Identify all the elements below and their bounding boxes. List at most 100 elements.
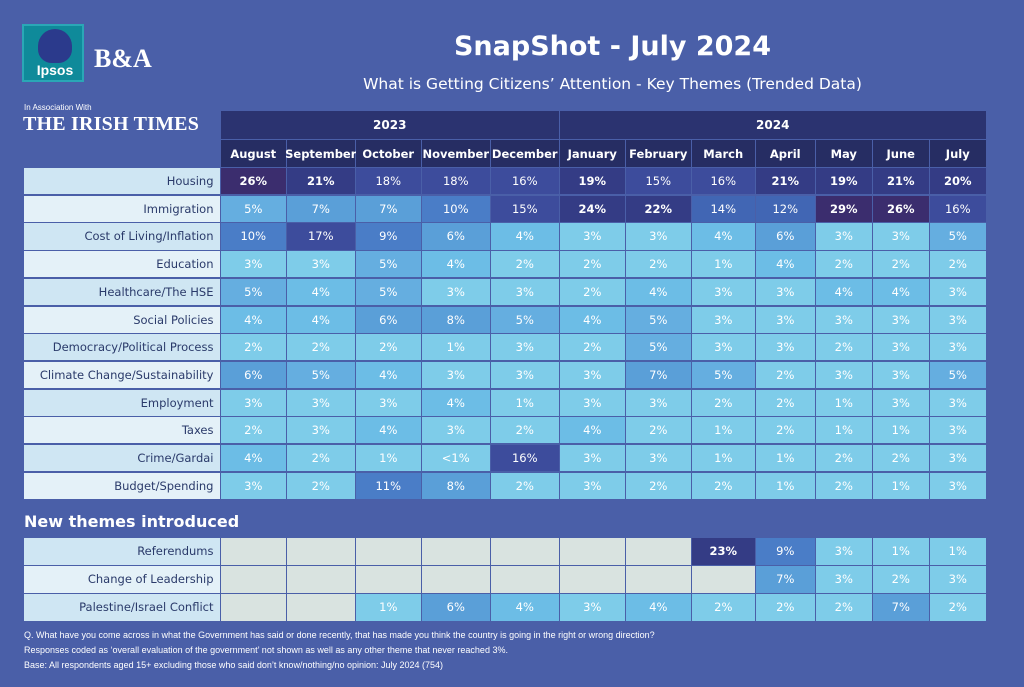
data-cell: 4% — [221, 445, 286, 472]
data-cell: 3% — [873, 361, 929, 389]
data-cell: 7% — [873, 594, 929, 621]
data-cell: 4% — [287, 278, 355, 305]
data-cell: 3% — [221, 389, 286, 416]
data-cell: 9% — [756, 538, 815, 565]
data-cell: 2% — [221, 334, 286, 361]
empty-cell — [356, 566, 421, 593]
data-cell: 3% — [930, 566, 986, 593]
empty-cell — [221, 566, 286, 593]
empty-cell — [626, 566, 691, 593]
data-cell: <1% — [422, 445, 490, 472]
empty-cell — [356, 538, 421, 565]
data-cell: 8% — [422, 472, 490, 499]
data-cell: 2% — [491, 472, 559, 499]
data-cell: 3% — [422, 417, 490, 444]
empty-cell — [692, 566, 755, 593]
row-label: Climate Change/Sustainability — [24, 361, 220, 389]
empty-cell — [287, 594, 355, 621]
data-cell: 4% — [221, 306, 286, 333]
data-cell: 16% — [491, 168, 559, 195]
row-label: Social Policies — [24, 306, 220, 333]
association-text: In Association With — [24, 103, 92, 112]
data-cell: 2% — [756, 417, 815, 444]
data-cell: 7% — [287, 195, 355, 222]
data-cell: 1% — [873, 538, 929, 565]
data-cell: 1% — [356, 445, 421, 472]
data-cell: 3% — [930, 389, 986, 416]
data-cell: 3% — [873, 306, 929, 333]
data-cell: 2% — [287, 445, 355, 472]
row-label: Crime/Gardai — [24, 445, 220, 472]
data-cell: 5% — [221, 278, 286, 305]
data-cell: 3% — [287, 251, 355, 278]
data-cell: 2% — [491, 417, 559, 444]
data-cell: 3% — [692, 334, 755, 361]
data-cell: 5% — [491, 306, 559, 333]
data-cell: 5% — [930, 361, 986, 389]
data-cell: 3% — [221, 251, 286, 278]
data-cell: 3% — [560, 472, 625, 499]
new-themes-heading: New themes introduced — [24, 512, 240, 531]
data-cell: 2% — [221, 417, 286, 444]
data-cell: 2% — [816, 472, 872, 499]
data-cell: 1% — [756, 445, 815, 472]
data-cell: 3% — [692, 278, 755, 305]
data-cell: 4% — [422, 251, 490, 278]
data-cell: 1% — [873, 472, 929, 499]
data-cell: 2% — [816, 251, 872, 278]
data-cell: 4% — [356, 417, 421, 444]
data-cell: 3% — [422, 278, 490, 305]
data-cell: 3% — [560, 361, 625, 389]
empty-cell — [422, 566, 490, 593]
data-cell: 5% — [930, 223, 986, 250]
row-label: Taxes — [24, 417, 220, 444]
data-cell: 6% — [422, 594, 490, 621]
month-header: March — [692, 140, 755, 167]
data-cell: 3% — [816, 223, 872, 250]
data-cell: 26% — [873, 195, 929, 222]
data-cell: 10% — [221, 223, 286, 250]
data-cell: 23% — [692, 538, 755, 565]
data-cell: 2% — [873, 566, 929, 593]
data-cell: 12% — [756, 195, 815, 222]
data-cell: 2% — [930, 251, 986, 278]
data-cell: 2% — [692, 472, 755, 499]
data-cell: 5% — [356, 251, 421, 278]
data-cell: 5% — [626, 334, 691, 361]
data-cell: 1% — [756, 472, 815, 499]
data-cell: 3% — [287, 389, 355, 416]
ipsos-logo-text: Ipsos — [36, 62, 74, 78]
ipsos-logo: Ipsos — [22, 24, 84, 82]
data-cell: 2% — [930, 594, 986, 621]
data-cell: 21% — [873, 168, 929, 195]
data-cell: 24% — [560, 195, 625, 222]
data-cell: 1% — [692, 251, 755, 278]
data-cell: 4% — [491, 594, 559, 621]
data-cell: 1% — [491, 389, 559, 416]
data-cell: 3% — [626, 223, 691, 250]
data-cell: 5% — [287, 361, 355, 389]
row-label: Budget/Spending — [24, 472, 220, 499]
data-cell: 2% — [873, 251, 929, 278]
data-cell: 4% — [756, 251, 815, 278]
page-title: SnapShot - July 2024 — [453, 31, 771, 62]
empty-cell — [560, 566, 625, 593]
data-cell: 1% — [816, 417, 872, 444]
data-cell: 2% — [560, 334, 625, 361]
data-cell: 2% — [756, 594, 815, 621]
data-cell: 3% — [930, 278, 986, 305]
data-cell: 2% — [756, 361, 815, 389]
data-cell: 1% — [692, 417, 755, 444]
data-cell: 19% — [560, 168, 625, 195]
data-cell: 3% — [816, 306, 872, 333]
data-cell: 7% — [756, 566, 815, 593]
data-cell: 3% — [816, 361, 872, 389]
data-cell: 5% — [692, 361, 755, 389]
empty-cell — [560, 538, 625, 565]
data-cell: 5% — [221, 195, 286, 222]
data-cell: 15% — [491, 195, 559, 222]
data-cell: 2% — [816, 445, 872, 472]
footnote-question: Q. What have you come across in what the… — [24, 630, 655, 640]
data-cell: 29% — [816, 195, 872, 222]
data-cell: 18% — [422, 168, 490, 195]
